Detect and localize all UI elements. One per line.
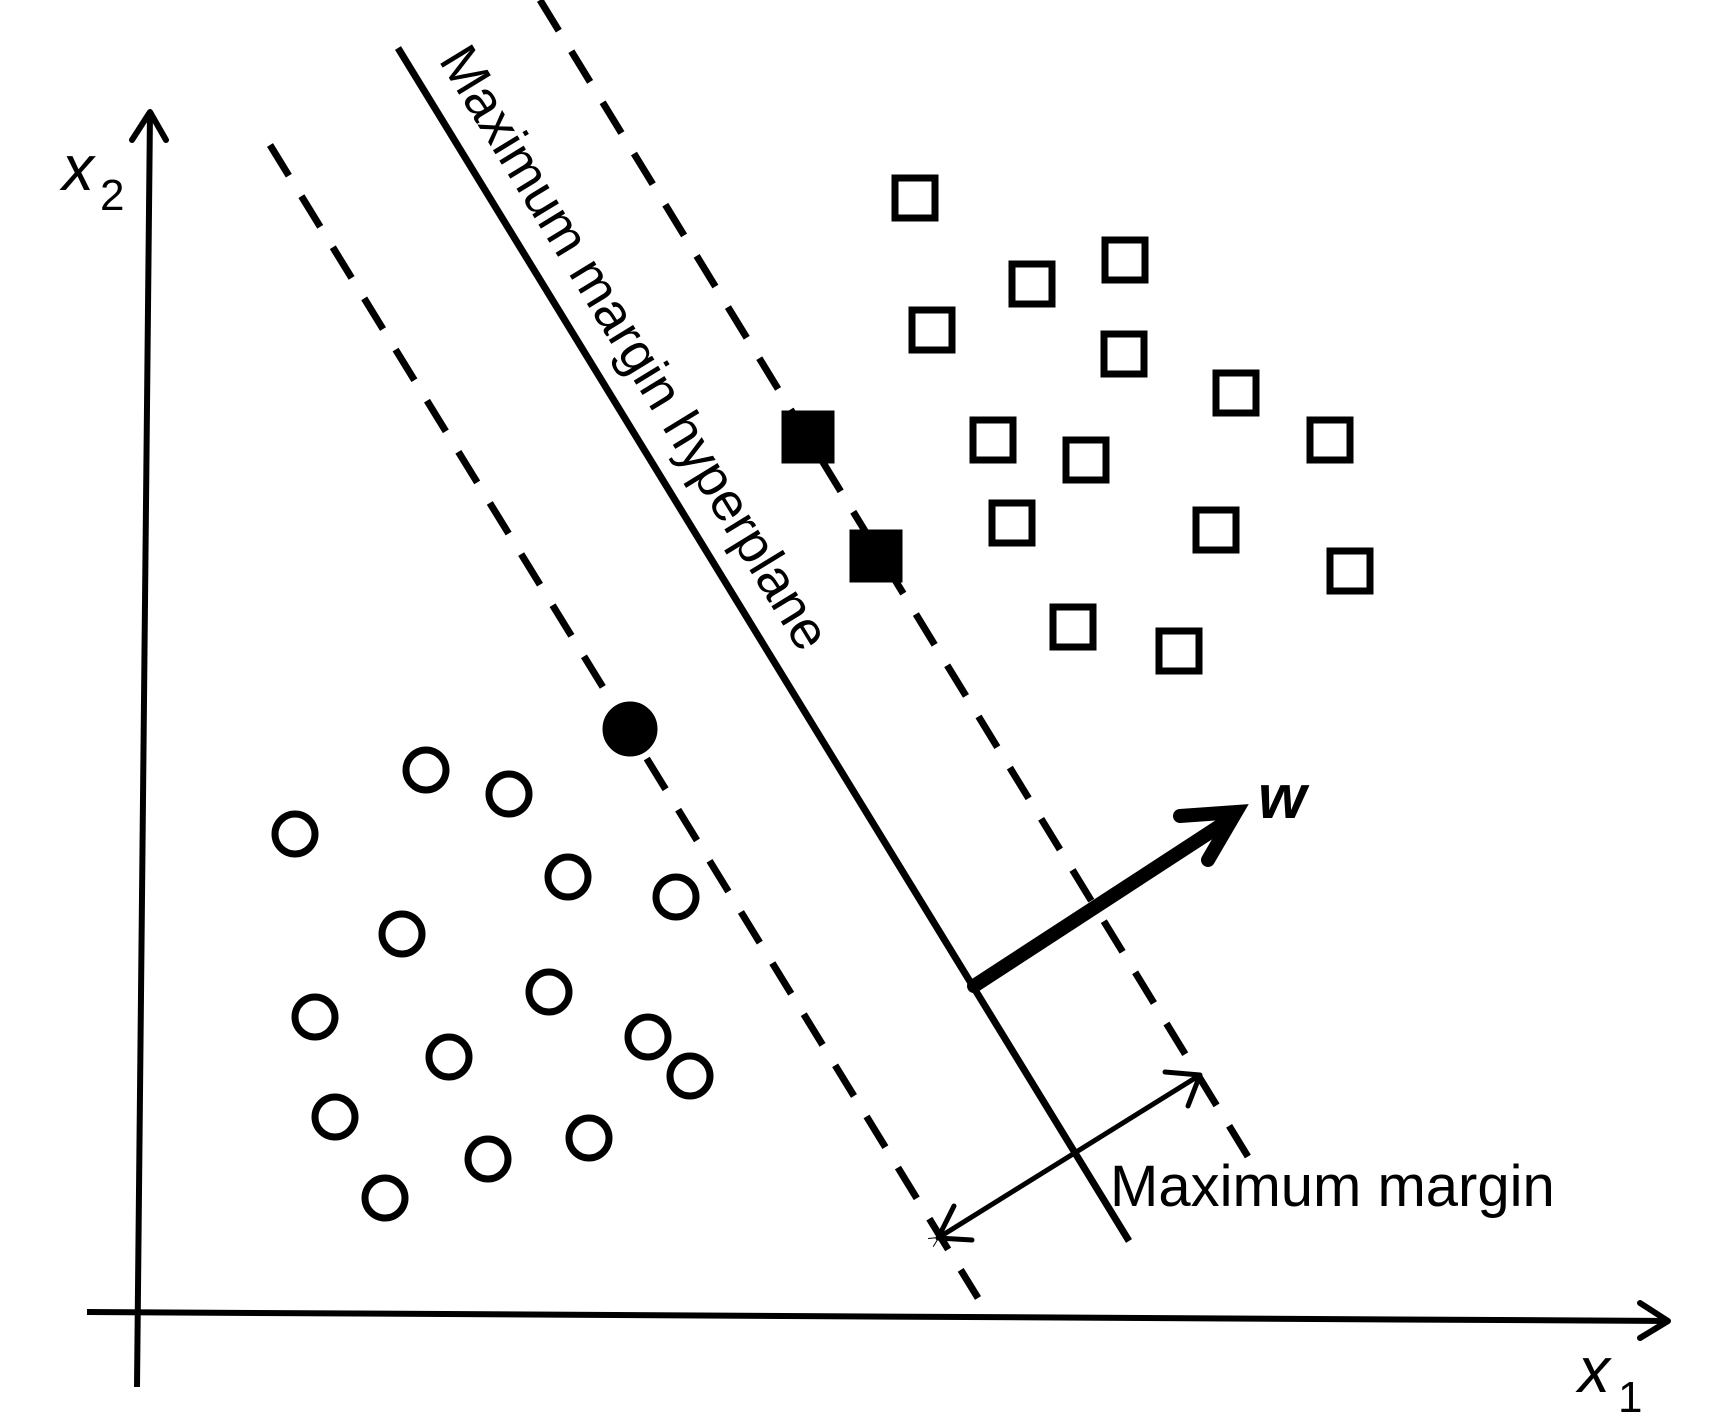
support-vector-circle — [602, 701, 658, 757]
weight-vector-label: w — [1258, 763, 1310, 832]
circle-point — [425, 1033, 473, 1081]
square-point — [1062, 436, 1110, 484]
circle-point — [291, 993, 339, 1041]
y-axis-label: x 2 — [59, 132, 124, 220]
weight-vector: w — [967, 763, 1310, 993]
x-axis-label-subscript: 1 — [1618, 1373, 1642, 1422]
x-axis-label-text: x — [1575, 1334, 1612, 1406]
x-axis — [86, 1309, 1669, 1324]
square-point — [1049, 603, 1097, 651]
square-point — [1101, 236, 1149, 284]
square-point — [1100, 330, 1148, 378]
y-axis-label-text: x — [59, 132, 96, 204]
square-point — [969, 416, 1017, 464]
circle-point — [485, 770, 533, 818]
circle-point — [544, 853, 592, 901]
circle-point — [311, 1093, 359, 1141]
hyperplane-label: Maximum margin hyperplane — [428, 35, 842, 661]
margin-double-arrow — [938, 1072, 1200, 1238]
circle-point — [464, 1135, 512, 1183]
circle-point — [666, 1052, 714, 1100]
square-point — [908, 306, 956, 354]
circle-point — [565, 1114, 613, 1162]
y-axis — [134, 111, 153, 1388]
weight-vector-shaft — [967, 811, 1239, 993]
square-point — [1155, 627, 1203, 675]
square-point — [891, 174, 939, 222]
margin-indicator: Maximum margin — [935, 1069, 1555, 1243]
square-point — [1008, 260, 1056, 308]
y-axis-label-subscript: 2 — [100, 171, 124, 220]
circle-point — [402, 746, 450, 794]
margin-label: Maximum margin — [1110, 1154, 1555, 1219]
y-axis-arrowhead — [129, 109, 169, 143]
support-vector-square — [781, 410, 835, 464]
weight-vector-arrowhead — [1173, 804, 1249, 867]
square-point — [1192, 506, 1240, 554]
square-point — [1306, 416, 1354, 464]
square-point — [1212, 369, 1260, 417]
axes — [86, 109, 1671, 1388]
margin-arrowhead-end — [1162, 1069, 1203, 1109]
x-axis-label: x 1 — [1575, 1334, 1642, 1422]
square-point — [1326, 547, 1374, 595]
square-point — [988, 499, 1036, 547]
class-circles — [271, 701, 714, 1222]
x-axis-arrowhead — [1637, 1300, 1671, 1341]
circle-point — [525, 968, 573, 1016]
circle-point — [652, 873, 700, 921]
circle-point — [361, 1174, 409, 1222]
circle-point — [624, 1013, 672, 1061]
class-squares — [781, 174, 1374, 675]
circle-point — [271, 810, 319, 858]
circle-point — [378, 910, 426, 958]
support-vector-square — [849, 529, 903, 583]
maximum-margin-hyperplane — [395, 46, 1132, 1243]
margin-arrowhead-start — [935, 1203, 975, 1243]
